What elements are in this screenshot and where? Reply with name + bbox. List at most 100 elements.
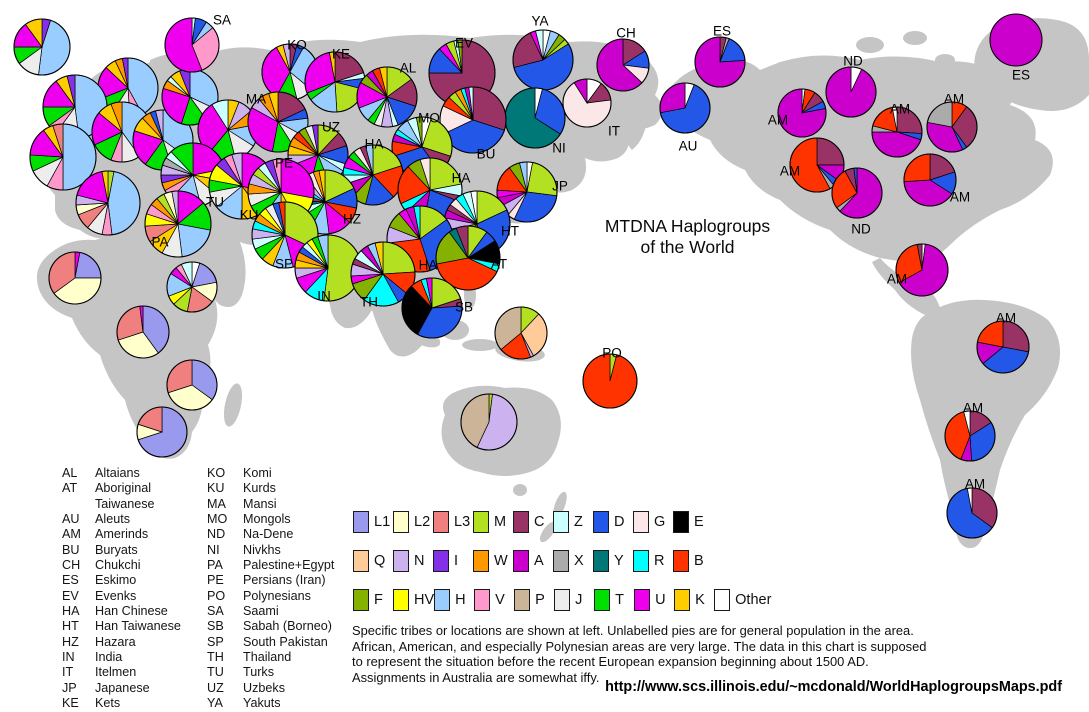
pie-JP: [496, 161, 558, 223]
pie-mediterranean: [75, 170, 141, 236]
pie-AM-south-america-south: [946, 487, 998, 539]
legend-label-U: U: [655, 591, 666, 608]
pie-SA: [164, 17, 220, 73]
abbr-name: Eskimo: [95, 573, 137, 588]
legend-item-Z: Z: [553, 510, 593, 533]
abbr-code: NI: [207, 542, 220, 557]
legend-swatch-I: [433, 549, 449, 572]
pie-label-SP: SP: [275, 257, 293, 272]
pie-africa-southeast: [166, 359, 218, 411]
abbr-code: ES: [62, 573, 79, 588]
island-nz-south: [539, 521, 557, 543]
abbr-name: Buryats: [95, 542, 138, 557]
abbr-name: India: [95, 650, 123, 665]
pie-HA-south: [386, 205, 454, 273]
legend-item-V: V: [474, 588, 514, 611]
abbr-name: Uzbeks: [243, 680, 285, 695]
legend-item-L3: L3: [433, 510, 473, 533]
pie-PO: [582, 353, 638, 409]
pie-africa-south: [136, 406, 188, 458]
pie-europe-scandinavia: [97, 57, 159, 119]
legend-label-P: P: [535, 591, 545, 608]
pie-AM-south-america-north: [976, 320, 1030, 374]
abbr-name: Aleuts: [95, 512, 131, 527]
haplogroup-legend: L1 L2 L3 M C Z D G E Q N I W A X Y R B F HV H V P J T U K Other: [353, 502, 771, 619]
pie-africa-central: [116, 305, 170, 359]
pie-africa-west: [48, 251, 102, 305]
pie-label-TU: TU: [206, 195, 224, 210]
legend-label-J: J: [575, 591, 583, 608]
pie-AL: [356, 66, 418, 128]
legend-item-Y: Y: [593, 549, 633, 572]
abbr-name: Mongols: [243, 512, 291, 527]
pie-PA: [144, 190, 212, 258]
pie-label-MA: MA: [246, 92, 266, 107]
pie-label-SB: SB: [455, 300, 473, 315]
island-tasmania: [513, 484, 527, 496]
pie-ND-south: [831, 167, 883, 219]
legend-label-C: C: [534, 513, 545, 530]
abbr-name: Palestine+Egypt: [243, 558, 335, 573]
legend-item-Other: Other: [714, 588, 771, 611]
legend-label-R: R: [654, 552, 665, 569]
pie-label-KE: KE: [332, 47, 350, 62]
pie-MA: [247, 91, 309, 153]
map-title: MTDNA Haplogroups of the World: [575, 216, 800, 258]
legend-swatch-T: [594, 588, 611, 611]
pie-label-CH: CH: [616, 26, 636, 41]
island-madagascar: [223, 383, 243, 427]
legend-label-N: N: [414, 552, 425, 569]
pie-label-IN: IN: [317, 289, 331, 304]
legend-label-E: E: [694, 513, 704, 530]
pie-IT: [562, 78, 612, 128]
abbr-code: HT: [62, 619, 79, 634]
abbr-code: [62, 497, 95, 512]
legend-label-B: B: [694, 552, 704, 569]
legend-swatch-Y: [593, 549, 609, 572]
source-url: http://www.scs.illinois.edu/~mcdonald/Wo…: [605, 679, 1062, 695]
pie-AM-mexico: [895, 243, 949, 297]
abbr-name: Hazara: [95, 634, 136, 649]
abbr-code: TU: [207, 665, 224, 680]
legend-label-T: T: [615, 591, 625, 608]
abbr-name: Altaians: [95, 466, 140, 480]
pie-label-KO: KO: [287, 38, 307, 53]
legend-item-R: R: [633, 549, 673, 572]
abbr-code: UZ: [207, 680, 224, 695]
legend-swatch-Q: [353, 549, 369, 572]
pie-arabia-east-africa: [166, 261, 218, 313]
legend-item-Q: Q: [353, 549, 393, 572]
abbr-name: Sabah (Borneo): [243, 619, 332, 634]
pie-label-JP: JP: [552, 179, 568, 194]
legend-swatch-U: [634, 588, 651, 611]
pie-label-NI: NI: [552, 141, 566, 156]
abbr-name: Kets: [95, 696, 121, 711]
pie-BU: [439, 86, 507, 154]
pie-labels-layer: SA KO KE AL EV YA CH IT ES AU NI BU MO MA UZ HA HZ TU KU PE…: [151, 13, 1030, 492]
note-line: Assignments in Australia are somewhat if…: [352, 669, 600, 685]
legend-item-C: C: [513, 510, 553, 533]
legend-item-E: E: [673, 510, 713, 533]
pie-label-TH: TH: [360, 295, 378, 310]
legend-swatch-X: [553, 549, 569, 572]
abbr-name: Chukchi: [95, 558, 141, 573]
abbr-code: CH: [62, 558, 81, 573]
abbr-code: SP: [207, 634, 224, 649]
pie-label-HA-east: HA: [452, 171, 471, 186]
legend-item-W: W: [473, 549, 513, 572]
pie-label-HA-north: HA: [365, 137, 384, 152]
legend-swatch-J: [554, 588, 571, 611]
pie-label-AM-mexico: AM: [887, 272, 907, 287]
legend-label-HV: HV: [414, 591, 435, 608]
pie-AM-south-america-central: [944, 410, 996, 462]
abbr-name: Thailand: [243, 650, 292, 665]
legend-label-H: H: [455, 591, 466, 608]
legend-swatch-L3: [433, 510, 449, 533]
legend-swatch-A: [513, 549, 529, 572]
pie-CH: [596, 38, 650, 92]
pie-AM-us-east: [903, 153, 957, 207]
legend-item-G: G: [633, 510, 673, 533]
legend-item-X: X: [553, 549, 593, 572]
abbr-name: Han Taiwanese: [95, 619, 181, 634]
legend-label-L1: L1: [374, 513, 391, 530]
